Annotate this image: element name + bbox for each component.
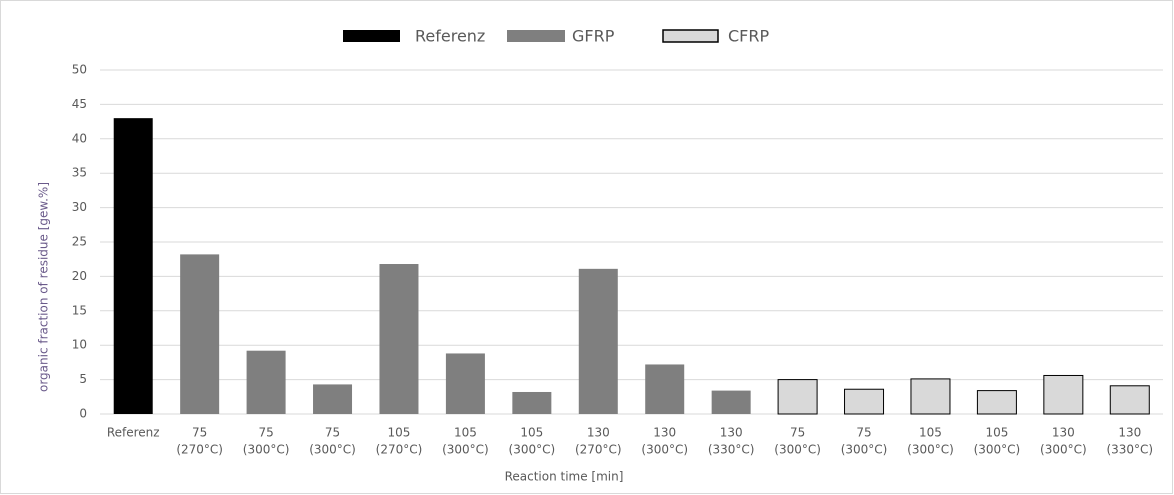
- y-tick-label: 35: [72, 166, 87, 180]
- y-tick-label: 40: [72, 131, 87, 145]
- y-axis-label: organic fraction of residue [gew.%]: [37, 182, 51, 392]
- legend-swatch: [507, 30, 565, 42]
- legend-label: GFRP: [572, 27, 615, 46]
- x-tick-label: 75: [856, 426, 871, 440]
- x-tick-label: (330°C): [1106, 443, 1153, 457]
- x-tick-label: (270°C): [376, 443, 423, 457]
- bar: [578, 268, 618, 414]
- x-tick-label: 75: [790, 426, 805, 440]
- x-tick-label: 130: [1052, 426, 1075, 440]
- x-tick-label: (300°C): [243, 443, 290, 457]
- x-tick-label: 105: [454, 426, 477, 440]
- x-tick-label: 75: [325, 426, 340, 440]
- x-tick-label: (300°C): [509, 443, 556, 457]
- x-tick-label: (270°C): [575, 443, 622, 457]
- legend-label: Referenz: [415, 27, 485, 46]
- bar: [1109, 385, 1150, 415]
- legend-label: CFRP: [728, 27, 769, 46]
- bar: [113, 118, 153, 414]
- x-tick-label: (300°C): [841, 443, 888, 457]
- y-tick-label: 5: [79, 372, 87, 386]
- x-tick-label: 130: [587, 426, 610, 440]
- x-tick-label: 130: [720, 426, 743, 440]
- bar: [313, 384, 353, 414]
- x-tick-label: 75: [258, 426, 273, 440]
- x-tick-label: Referenz: [107, 426, 160, 440]
- x-tick-label: (300°C): [774, 443, 821, 457]
- x-tick-label: 105: [520, 426, 543, 440]
- y-tick-label: 20: [72, 269, 87, 283]
- x-tick-label: (300°C): [442, 443, 489, 457]
- y-tick-label: 0: [79, 407, 87, 421]
- x-tick-label: (300°C): [1040, 443, 1087, 457]
- x-tick-label: 130: [653, 426, 676, 440]
- bar: [910, 378, 951, 415]
- bar: [711, 390, 751, 414]
- bar: [379, 264, 419, 414]
- x-tick-label: (270°C): [176, 443, 223, 457]
- y-tick-label: 30: [72, 200, 87, 214]
- bar: [645, 364, 685, 414]
- y-tick-label: 45: [72, 97, 87, 111]
- y-tick-label: 15: [72, 303, 87, 317]
- bar: [246, 350, 286, 414]
- bar: [1043, 374, 1084, 415]
- x-tick-label: 105: [388, 426, 411, 440]
- bar: [180, 254, 220, 414]
- x-tick-label: (330°C): [708, 443, 755, 457]
- y-tick-label: 25: [72, 235, 87, 249]
- x-axis-label: Reaction time [min]: [505, 470, 624, 484]
- x-tick-label: (300°C): [641, 443, 688, 457]
- y-tick-label: 50: [72, 63, 87, 77]
- y-tick-label: 10: [72, 338, 87, 352]
- x-tick-label: 75: [192, 426, 207, 440]
- x-tick-label: (300°C): [907, 443, 954, 457]
- x-tick-label: (300°C): [974, 443, 1021, 457]
- x-tick-label: 105: [919, 426, 942, 440]
- x-tick-label: 105: [985, 426, 1008, 440]
- bar: [976, 390, 1017, 415]
- legend-swatch: [343, 30, 400, 42]
- bar: [512, 391, 552, 414]
- bar: [844, 388, 885, 415]
- bar: [777, 379, 818, 415]
- x-tick-label: (300°C): [309, 443, 356, 457]
- x-tick-label: 130: [1118, 426, 1141, 440]
- legend-swatch: [662, 29, 719, 43]
- bar: [445, 353, 485, 414]
